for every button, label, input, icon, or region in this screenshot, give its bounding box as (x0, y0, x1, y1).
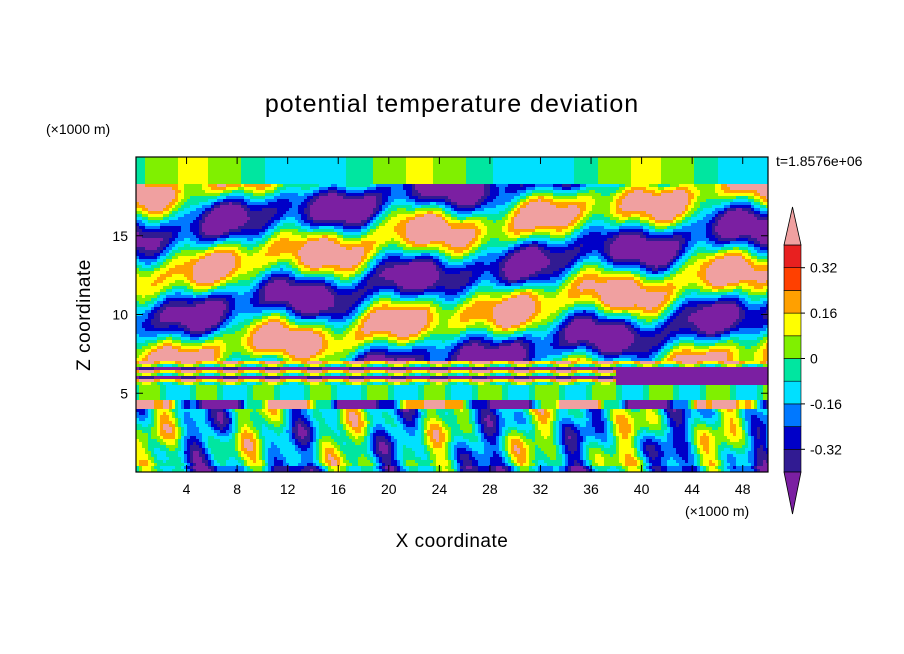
y-axis-title: Z coordinate (74, 259, 95, 371)
x-tick-label: 20 (381, 481, 397, 497)
colorbar-box (784, 359, 801, 382)
colorbar-max-triangle (784, 207, 801, 245)
x-tick-label: 48 (735, 481, 751, 497)
colorbar-box (784, 381, 801, 404)
x-tick-label: 40 (634, 481, 650, 497)
x-tick-label: 28 (482, 481, 498, 497)
colorbar-box (784, 290, 801, 313)
x-axis-unit: (×1000 m) (685, 503, 749, 519)
heatmap-field (136, 157, 769, 472)
x-tick-label: 8 (233, 481, 241, 497)
y-tick-label: 15 (112, 228, 128, 244)
colorbar-box (784, 336, 801, 359)
colorbar-min-triangle (784, 472, 801, 514)
x-tick-label: 24 (432, 481, 448, 497)
x-tick-label: 12 (280, 481, 296, 497)
time-label: t=1.8576e+06 (776, 153, 863, 169)
y-axis-unit: (×1000 m) (46, 121, 110, 137)
x-tick-label: 32 (533, 481, 549, 497)
x-axis-title: X coordinate (396, 531, 509, 552)
colorbar-box (784, 427, 801, 450)
colorbar-box (784, 268, 801, 291)
colorbar-box (784, 313, 801, 336)
x-tick-label: 36 (583, 481, 599, 497)
colorbar: 0.32 0.16 0 -0.16 -0.32 (784, 207, 842, 514)
colorbar-label: -0.16 (810, 396, 842, 412)
colorbar-label: -0.32 (810, 441, 842, 457)
x-tick-label: 16 (330, 481, 346, 497)
colorbar-box (784, 245, 801, 268)
chart-title: potential temperature deviation (265, 90, 639, 118)
colorbar-label: 0 (810, 351, 818, 367)
x-tick-label: 4 (183, 481, 191, 497)
colorbar-box (784, 449, 801, 472)
colorbar-label: 0.16 (810, 305, 837, 321)
colorbar-box (784, 404, 801, 427)
y-tick-label: 5 (120, 385, 128, 401)
colorbar-label: 0.32 (810, 260, 837, 276)
y-tick-label: 10 (112, 307, 128, 323)
x-tick-label: 44 (684, 481, 700, 497)
